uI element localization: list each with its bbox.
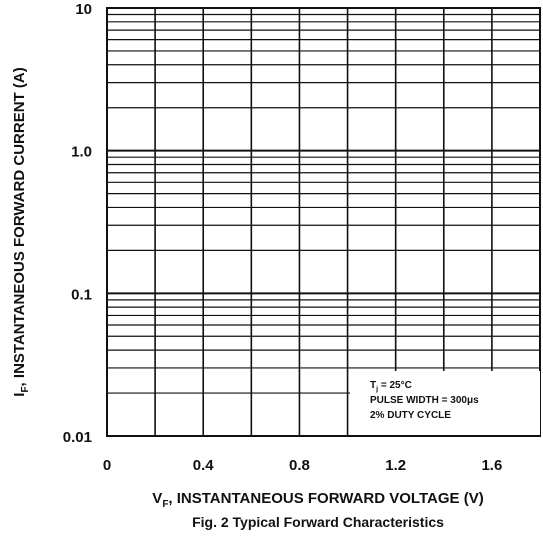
- x-tick-labels: 0 0.4 0.8 1.2 1.6: [103, 457, 502, 474]
- x-tick-label: 1.6: [481, 457, 502, 474]
- plot-frame: [106, 7, 541, 437]
- note-duty-cycle: 2% DUTY CYCLE: [370, 410, 451, 421]
- test-conditions-note: Tj = 25°C PULSE WIDTH = 300μs 2% DUTY CY…: [350, 371, 540, 435]
- note-box: [350, 371, 540, 435]
- x-axis-label: VF, INSTANTANEOUS FORWARD VOLTAGE (V): [152, 490, 483, 510]
- y-tick-labels: 10 1.0 0.1 0.01: [63, 1, 92, 446]
- x-tick-label: 1.2: [385, 457, 406, 474]
- note-junction-temperature: Tj = 25°C: [370, 380, 412, 393]
- y-tick-label: 1.0: [71, 144, 92, 161]
- note-pulse-width: PULSE WIDTH = 300μs: [370, 395, 479, 406]
- x-tick-label: 0.4: [193, 457, 215, 474]
- y-tick-label: 0.01: [63, 429, 92, 446]
- x-tick-label: 0.8: [289, 457, 310, 474]
- y-gridlines: [107, 7, 540, 437]
- x-tick-label: 0: [103, 457, 111, 474]
- y-tick-label: 0.1: [71, 286, 92, 303]
- figure-caption: Fig. 2 Typical Forward Characteristics: [192, 514, 444, 530]
- y-axis-label: IF, INSTANTANEOUS FORWARD CURRENT (A): [11, 67, 31, 396]
- y-tick-label: 10: [75, 1, 92, 18]
